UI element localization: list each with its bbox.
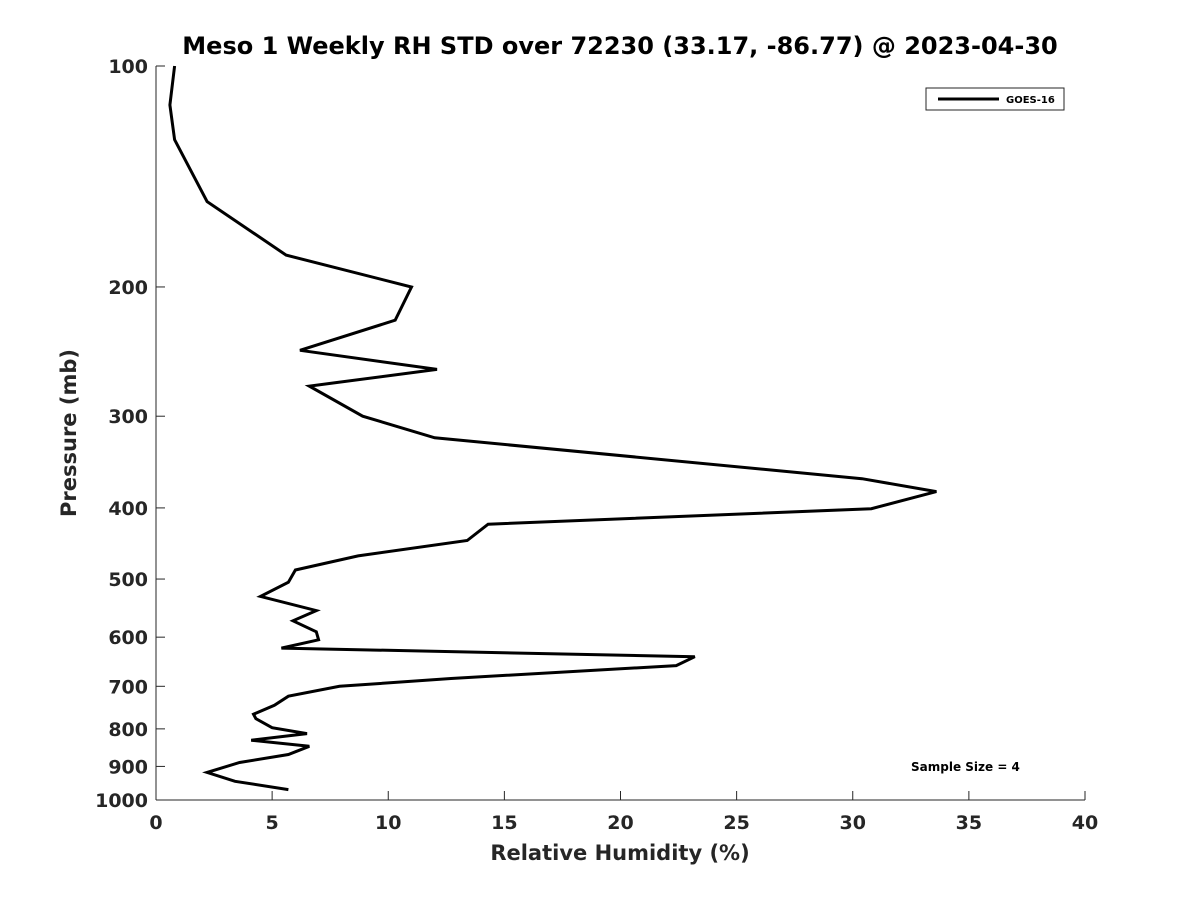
x-tick-label-40: 40 xyxy=(1072,812,1098,834)
series-line-goes-16 xyxy=(168,65,937,792)
y-tick-label-900: 900 xyxy=(108,756,148,778)
y-tick-label-800: 800 xyxy=(108,719,148,741)
y-axis-ticks: 100 200 300 400 500 600 700 800 900 1000 xyxy=(95,56,165,812)
x-tick-label-25: 25 xyxy=(723,812,749,834)
y-tick-label-400: 400 xyxy=(108,498,148,520)
x-tick-label-5: 5 xyxy=(266,812,279,834)
series-layer xyxy=(168,65,937,792)
y-tick-label-600: 600 xyxy=(108,627,148,649)
y-tick-label-500: 500 xyxy=(108,569,148,591)
x-tick-label-35: 35 xyxy=(956,812,982,834)
y-tick-label-1000: 1000 xyxy=(95,790,148,812)
y-tick-label-700: 700 xyxy=(108,676,148,698)
y-axis-label: Pressure (mb) xyxy=(57,349,81,517)
y-tick-label-200: 200 xyxy=(108,277,148,299)
chart-title: Meso 1 Weekly RH STD over 72230 (33.17, … xyxy=(182,32,1057,60)
sample-size-annotation: Sample Size = 4 xyxy=(911,760,1020,774)
plot-area: 0 5 10 15 20 25 30 35 40 100 200 300 400 500 600 700 80… xyxy=(95,56,1098,834)
y-tick-label-100: 100 xyxy=(108,56,148,78)
x-tick-label-20: 20 xyxy=(607,812,633,834)
x-tick-label-0: 0 xyxy=(149,812,162,834)
y-tick-label-300: 300 xyxy=(108,406,148,428)
x-axis-label: Relative Humidity (%) xyxy=(490,841,749,865)
legend: GOES-16 xyxy=(925,87,1065,111)
x-tick-label-30: 30 xyxy=(840,812,866,834)
x-axis-ticks: 0 5 10 15 20 25 30 35 40 xyxy=(149,791,1098,834)
x-tick-label-10: 10 xyxy=(375,812,401,834)
legend-label-goes-16: GOES-16 xyxy=(1006,95,1055,106)
x-tick-label-15: 15 xyxy=(491,812,517,834)
